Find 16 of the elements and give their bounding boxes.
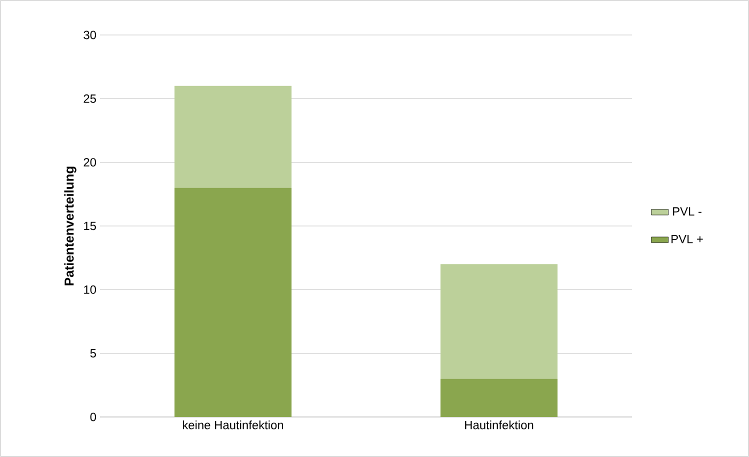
bar (440, 378, 558, 417)
y-axis-title: Patientenverteilung (64, 166, 76, 286)
x-tick-label: keine Hautinfektion (182, 420, 284, 430)
bar (440, 264, 558, 379)
legend-label: PVL - (673, 207, 702, 216)
bar (174, 188, 292, 417)
legend-label: PVL + (672, 234, 703, 244)
y-tick-label: 5 (90, 349, 96, 358)
y-tick-label: 10 (84, 285, 96, 294)
y-tick-label: 30 (84, 30, 96, 40)
y-tick-label: 25 (84, 94, 96, 103)
y-tick-label: 0 (90, 412, 96, 422)
y-tick-label: 20 (84, 158, 96, 167)
bar (174, 86, 292, 188)
x-tick-label: Hautinfektion (465, 420, 534, 430)
y-tick-label: 15 (84, 222, 96, 230)
